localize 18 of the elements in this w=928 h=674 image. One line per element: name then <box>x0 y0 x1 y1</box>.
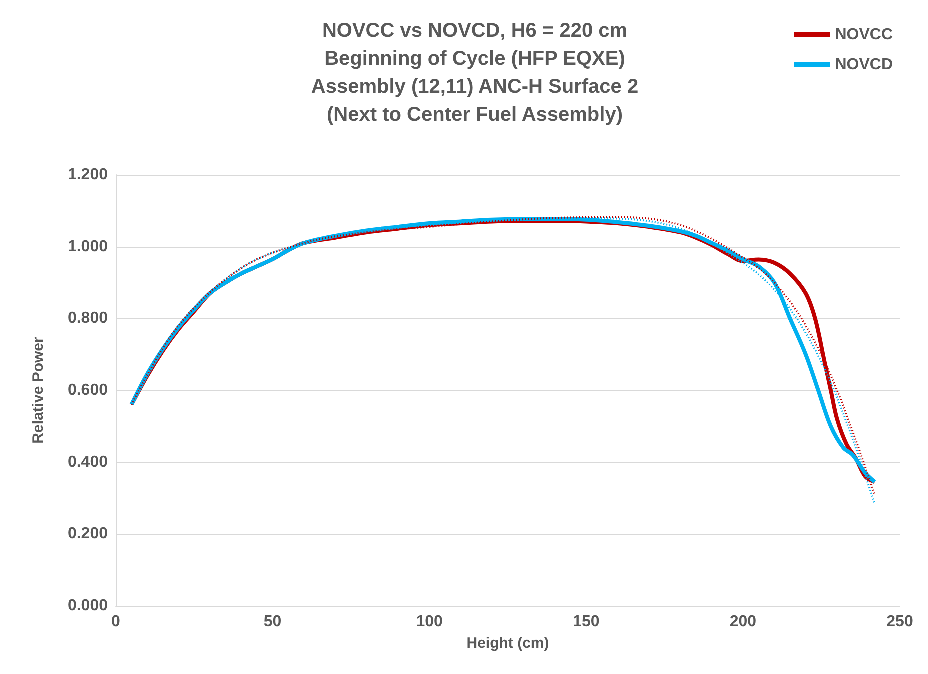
y-axis-title: Relative Power <box>30 336 47 444</box>
x-tick-label: 100 <box>416 614 444 630</box>
chart-title: NOVCC vs NOVCD, H6 = 220 cm Beginning of Cycle (HFP EQXE) Assembly (12,11) ANC-H Surface 2 (Next to Center Fuel Assembly) <box>311 20 639 126</box>
legend-label: NOVCD <box>835 56 893 74</box>
y-tick-label: 1.200 <box>68 166 108 184</box>
x-axis-title: Height (cm) <box>466 635 550 652</box>
legend-label: NOVCC <box>835 26 894 44</box>
x-tick-label: 150 <box>573 614 600 630</box>
y-tick-label: 0.600 <box>68 382 108 399</box>
x-tick-label: 50 <box>264 614 282 630</box>
y-tick-label: 0.200 <box>68 526 108 543</box>
x-tick-label: 0 <box>112 614 121 630</box>
x-tick-label: 200 <box>730 614 757 630</box>
y-tick-label: 0.000 <box>68 598 108 614</box>
y-tick-label: 1.000 <box>68 238 108 256</box>
x-tick-label: 250 <box>886 614 914 630</box>
y-tick-label: 0.400 <box>68 454 108 471</box>
y-tick-label: 0.800 <box>68 310 108 328</box>
